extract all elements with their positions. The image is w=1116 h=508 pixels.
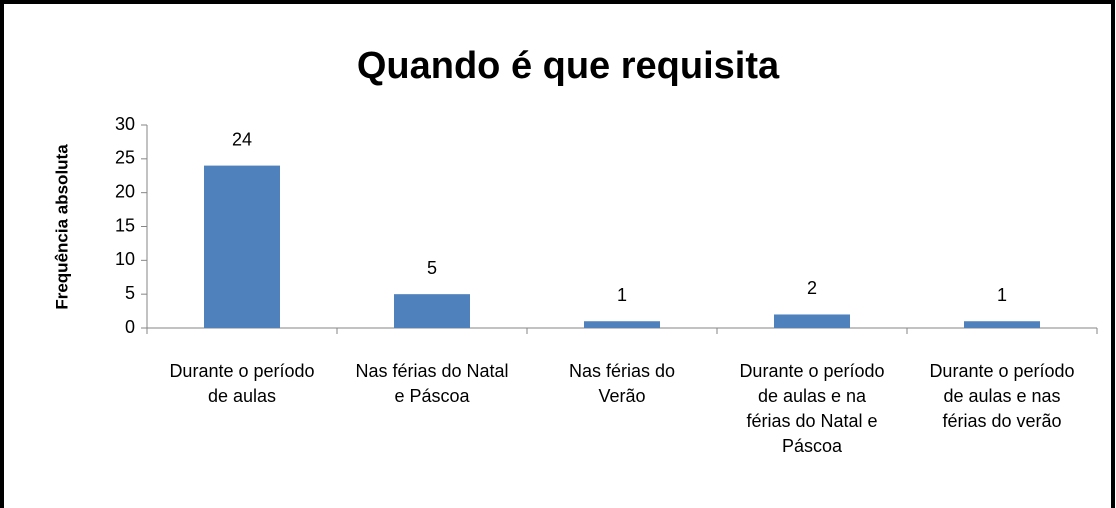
y-tick-label: 30	[115, 114, 135, 134]
bar	[204, 165, 280, 328]
bar	[584, 321, 660, 328]
y-tick-label: 10	[115, 249, 135, 269]
data-label: 1	[997, 285, 1007, 305]
bar	[394, 294, 470, 328]
data-label: 1	[617, 285, 627, 305]
data-label: 5	[427, 258, 437, 278]
y-tick-label: 15	[115, 215, 135, 235]
x-tick-label: Nas férias do Natal e Páscoa	[355, 361, 508, 406]
y-axis-label: Frequência absoluta	[52, 144, 71, 310]
data-label: 2	[807, 278, 817, 298]
bar	[964, 321, 1040, 328]
x-tick-label: Durante o período de aulas e na férias do …	[739, 361, 884, 456]
x-tick-label: Durante o período de aulas	[169, 361, 314, 406]
y-tick-label: 20	[115, 181, 135, 201]
x-tick-label: Nas férias do Verão	[569, 361, 675, 406]
data-label: 24	[232, 129, 252, 149]
bar	[774, 314, 850, 328]
y-tick-label: 5	[125, 283, 135, 303]
chart-title: Quando é que requisita	[357, 45, 780, 87]
x-tick-label: Durante o período de aulas e nas férias do…	[929, 361, 1074, 431]
y-tick-label: 0	[125, 317, 135, 337]
y-tick-label: 25	[115, 148, 135, 168]
